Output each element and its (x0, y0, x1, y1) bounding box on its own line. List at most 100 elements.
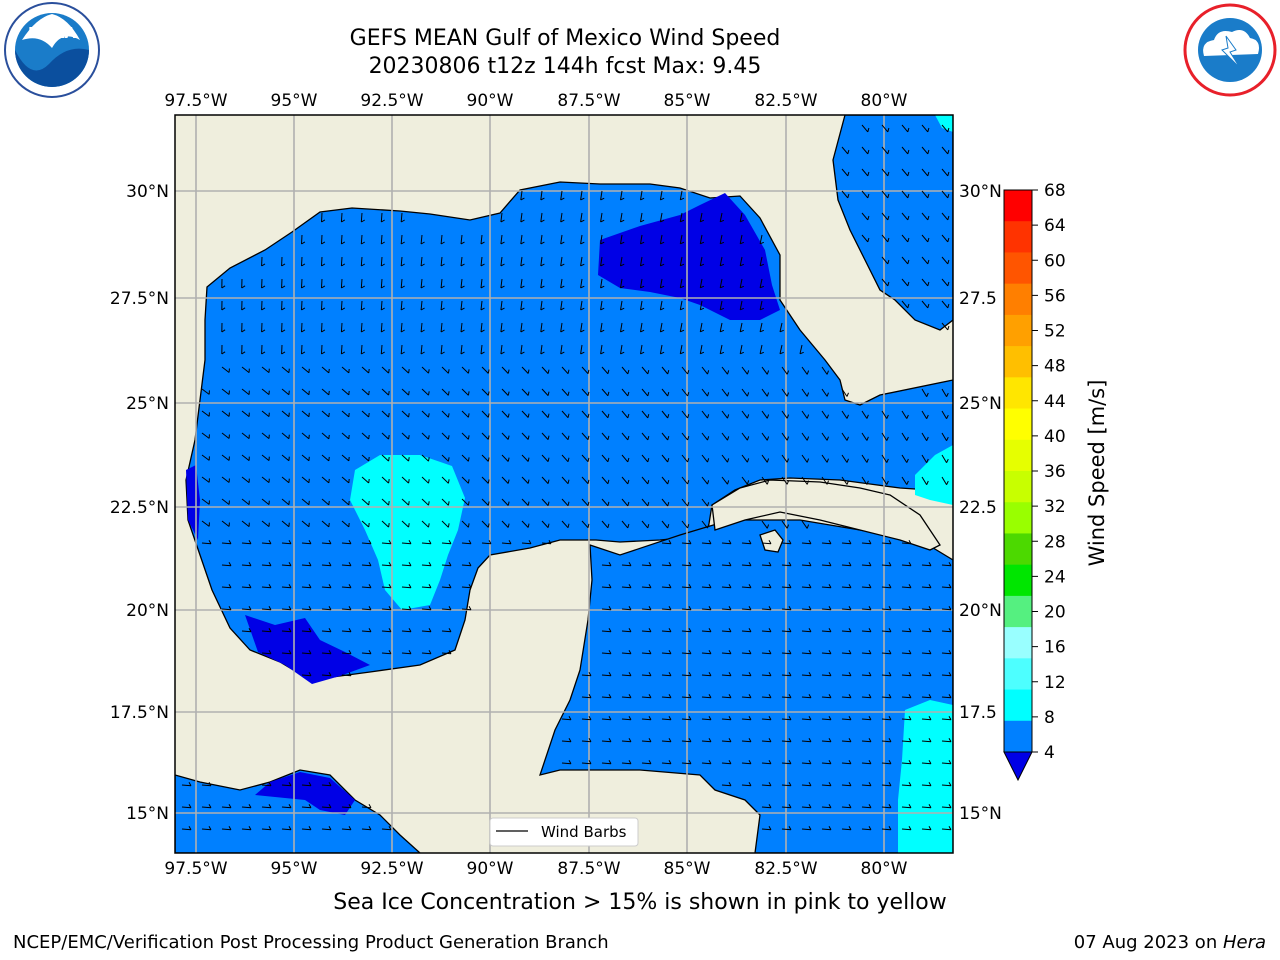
wind-barb-flag (746, 480, 750, 485)
wind-barb (681, 652, 692, 655)
wind-barb-flag (808, 628, 812, 633)
colorbar-tick-label: 40 (1044, 427, 1066, 447)
wind-barb-flag (788, 782, 792, 787)
wind-barb (801, 586, 812, 589)
wind-barb (861, 608, 872, 611)
wind-barb (701, 432, 708, 441)
wind-barb-flag (708, 672, 712, 677)
wind-barb (761, 410, 768, 419)
wind-barb (600, 256, 603, 266)
wind-barb-flag (400, 329, 405, 333)
wind-barb-flag (888, 606, 892, 611)
wind-barb (420, 344, 423, 355)
wind-barb (901, 124, 909, 133)
wind-barb-flag (680, 285, 685, 289)
wind-barb-flag (487, 369, 490, 374)
wind-barb (341, 542, 352, 545)
wind-barb (661, 498, 669, 507)
wind-barb (321, 564, 332, 567)
low-wind-region-bay-of-campeche (245, 615, 370, 684)
wind-barb-flag (768, 694, 772, 699)
wind-barb-flag (867, 127, 870, 133)
wind-barb-flag (708, 628, 712, 633)
wind-barb-flag (528, 540, 532, 545)
wind-barb (580, 344, 583, 354)
wind-barb-flag (748, 628, 752, 633)
wind-barb-flag (668, 584, 672, 589)
wind-barb (841, 388, 848, 397)
wind-barb-flag (748, 606, 752, 611)
wind-barb-flag (448, 606, 452, 611)
wind-barb-flag (908, 804, 912, 809)
wind-barb (781, 806, 792, 809)
wind-barb-flag (928, 584, 932, 589)
wind-barb-flag (248, 562, 252, 567)
wind-barb (721, 564, 732, 567)
wind-barb (761, 564, 772, 567)
wind-barb (719, 278, 723, 288)
wind-barb (681, 520, 688, 529)
wind-barb (881, 410, 888, 419)
wind-barb-flag (766, 458, 770, 463)
wind-barb (701, 476, 708, 485)
sea-ice-note: Sea Ice Concentration > 15% is shown in … (333, 890, 947, 915)
lat-label-left: 30°N (126, 182, 169, 202)
wind-barb-flag (766, 370, 770, 375)
wind-barb (500, 256, 503, 266)
wind-barb-flag (907, 171, 910, 177)
wind-barb (921, 454, 928, 463)
wind-barb (341, 564, 352, 567)
wind-barb-flag (328, 456, 330, 461)
wind-barb-flag (628, 716, 632, 721)
wind-barb-flag (926, 480, 929, 485)
wind-barb (721, 476, 728, 485)
wind-barb-flag (766, 414, 770, 419)
wind-barb (281, 608, 292, 611)
wind-barb (941, 784, 952, 787)
wind-barb (621, 696, 632, 699)
wind-barb (739, 256, 743, 266)
wind-barb-flag (348, 650, 352, 655)
wind-barb (901, 256, 909, 265)
wind-barb-flag (908, 650, 912, 655)
wind-barb-flag (388, 391, 390, 396)
wind-barb-flag (648, 738, 652, 743)
wind-barb (921, 410, 928, 419)
wind-barb-flag (628, 584, 632, 589)
wind-barb-flag (460, 351, 465, 355)
wind-barb-flag (927, 281, 930, 287)
wind-barb (201, 828, 212, 831)
wind-barb (281, 476, 290, 484)
wind-barb-flag (261, 351, 266, 355)
wind-barb-flag (906, 458, 909, 463)
wind-barb (721, 784, 732, 787)
wind-barb (381, 432, 389, 440)
wind-barb-flag (687, 370, 690, 375)
longitude-labels-top: 97.5°W 95°W 92.5°W 90°W 87.5°W 85°W 82.5°W 80°W (164, 91, 907, 111)
wind-barb (580, 190, 583, 200)
wind-barb (321, 388, 330, 396)
wind-barb-flag (846, 436, 849, 441)
wind-barb (381, 608, 392, 611)
wind-barb (781, 564, 792, 567)
wind-barb (941, 586, 952, 589)
wind-barb (580, 300, 583, 310)
wind-barb-flag (926, 458, 929, 463)
wind-barb (600, 300, 603, 310)
wind-barb-flag (928, 804, 932, 809)
wind-barb-flag (768, 540, 772, 545)
wind-barb-flag (759, 285, 764, 289)
wind-barb-flag (627, 457, 630, 463)
wind-barb-flag (948, 562, 952, 567)
wind-barb-flag (688, 584, 692, 589)
high-wind-region-bahamas (915, 445, 953, 505)
wind-barb (460, 256, 463, 266)
wind-barb (301, 476, 310, 484)
colorbar-segment (1004, 658, 1032, 691)
wind-barb-flag (808, 606, 812, 611)
wind-barb-flag (748, 672, 752, 677)
wind-barb (381, 564, 392, 567)
colorbar-segment (1004, 720, 1032, 753)
wind-barb (601, 410, 609, 419)
wind-barb-flag (448, 584, 452, 589)
